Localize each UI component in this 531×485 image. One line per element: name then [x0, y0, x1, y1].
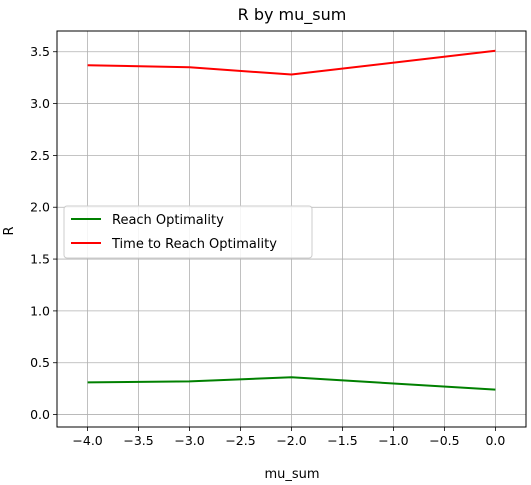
series-line-reach-optimality	[87, 376, 496, 391]
x-tick-label: −1.0	[378, 433, 408, 448]
x-tick-label: −0.5	[429, 433, 459, 448]
y-tick-label: 1.5	[30, 252, 50, 267]
x-tick-label: −2.5	[225, 433, 255, 448]
series-line-time-to-reach-optimality	[87, 49, 496, 76]
legend-box	[63, 205, 313, 259]
x-tick-label: −4.0	[72, 433, 102, 448]
chart-title: R by mu_sum	[238, 5, 347, 25]
y-tick-label: 0.0	[30, 407, 50, 422]
x-tick-label: −1.5	[327, 433, 357, 448]
legend: Reach Optimality Time to Reach Optimalit…	[63, 205, 313, 259]
y-axis: 0.0 0.5 1.0 1.5 2.0 2.5 3.0 3.5	[30, 44, 57, 422]
legend-label-reach-optimality: Reach Optimality	[112, 213, 224, 228]
x-axis-label: mu_sum	[264, 467, 319, 482]
y-tick-label: 3.5	[30, 44, 50, 59]
x-tick-label: −3.0	[174, 433, 204, 448]
legend-label-time-to-reach-optimality: Time to Reach Optimality	[111, 237, 277, 252]
x-tick-label: −2.0	[276, 433, 306, 448]
y-tick-label: 2.5	[30, 148, 50, 163]
x-tick-label: 0.0	[485, 433, 505, 448]
x-tick-label: −3.5	[123, 433, 153, 448]
y-tick-label: 0.5	[30, 355, 50, 370]
x-axis: −4.0 −3.5 −3.0 −2.5 −2.0 −1.5 −1.0 −0.5 0.0	[72, 427, 505, 448]
y-axis-label: R	[2, 226, 17, 235]
y-tick-label: 2.0	[30, 200, 50, 215]
series-lines	[87, 49, 496, 391]
y-tick-label: 1.0	[30, 303, 50, 318]
y-tick-label: 3.0	[30, 96, 50, 111]
